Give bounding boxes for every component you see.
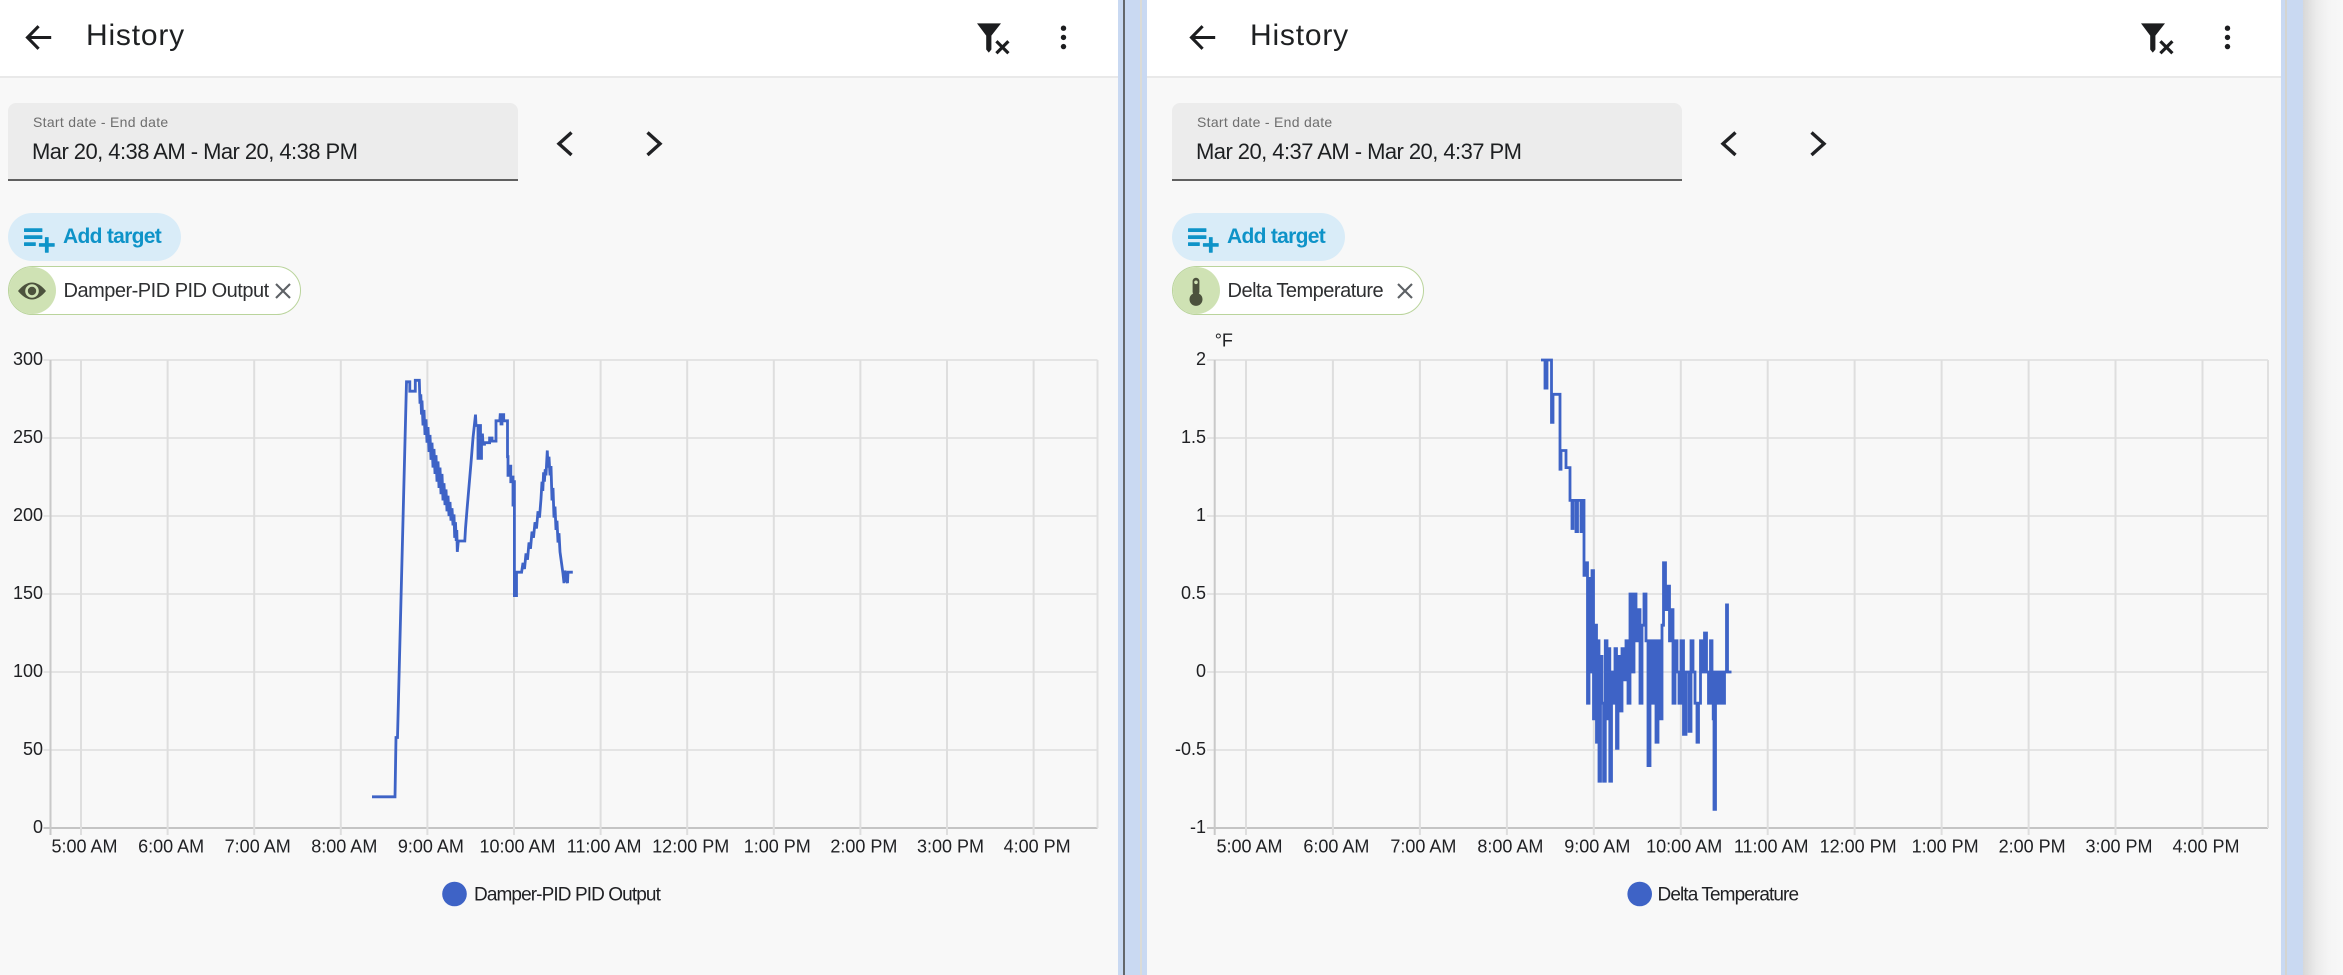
svg-text:0: 0 (33, 817, 43, 837)
svg-text:6:00 AM: 6:00 AM (138, 837, 204, 857)
svg-text:300: 300 (13, 349, 43, 369)
svg-text:5:00 AM: 5:00 AM (51, 837, 117, 857)
svg-text:12:00 PM: 12:00 PM (1820, 837, 1897, 857)
svg-text:150: 150 (13, 583, 43, 603)
svg-text:1: 1 (1196, 505, 1206, 525)
svg-text:°F: °F (1215, 331, 1233, 351)
svg-text:10:00 AM: 10:00 AM (479, 837, 555, 857)
svg-text:11:00 AM: 11:00 AM (567, 837, 642, 857)
svg-text:200: 200 (13, 505, 43, 525)
svg-text:10:00 AM: 10:00 AM (1646, 837, 1722, 857)
svg-text:6:00 AM: 6:00 AM (1303, 837, 1369, 857)
svg-text:8:00 AM: 8:00 AM (1477, 837, 1543, 857)
svg-text:2: 2 (1196, 349, 1206, 369)
svg-text:7:00 AM: 7:00 AM (1390, 837, 1456, 857)
svg-text:3:00 PM: 3:00 PM (2085, 837, 2152, 857)
svg-text:11:00 AM: 11:00 AM (1734, 837, 1809, 857)
svg-text:0.5: 0.5 (1181, 583, 1206, 603)
svg-text:Damper-PID PID Output: Damper-PID PID Output (474, 885, 662, 906)
svg-text:5:00 AM: 5:00 AM (1216, 837, 1282, 857)
svg-text:4:00 PM: 4:00 PM (1004, 837, 1071, 857)
svg-text:1:00 PM: 1:00 PM (1912, 837, 1979, 857)
svg-text:3:00 PM: 3:00 PM (917, 837, 984, 857)
svg-text:50: 50 (23, 739, 43, 759)
svg-text:7:00 AM: 7:00 AM (225, 837, 291, 857)
svg-text:1.5: 1.5 (1181, 427, 1206, 447)
svg-text:12:00 PM: 12:00 PM (652, 837, 729, 857)
svg-text:9:00 AM: 9:00 AM (1564, 837, 1630, 857)
svg-text:2:00 PM: 2:00 PM (830, 837, 897, 857)
svg-text:0: 0 (1196, 661, 1206, 681)
svg-text:1:00 PM: 1:00 PM (744, 837, 811, 857)
svg-text:9:00 AM: 9:00 AM (398, 837, 464, 857)
svg-text:2:00 PM: 2:00 PM (1999, 837, 2066, 857)
svg-text:-1: -1 (1190, 817, 1206, 837)
svg-text:100: 100 (13, 661, 43, 681)
svg-text:Delta Temperature: Delta Temperature (1658, 885, 1799, 906)
svg-text:4:00 PM: 4:00 PM (2172, 837, 2239, 857)
svg-text:-0.5: -0.5 (1175, 739, 1206, 759)
svg-text:8:00 AM: 8:00 AM (311, 837, 377, 857)
svg-text:250: 250 (13, 427, 43, 447)
